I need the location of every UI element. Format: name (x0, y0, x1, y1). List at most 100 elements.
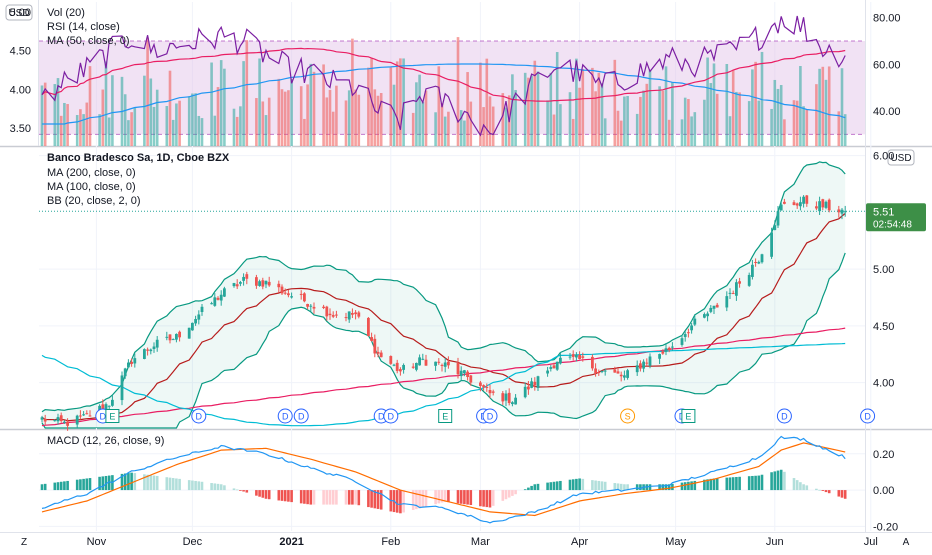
macd-hist-bar (40, 484, 44, 491)
candle-body (261, 280, 265, 287)
candle-body (146, 349, 149, 351)
event-marker[interactable]: D (293, 408, 309, 424)
candle-body (197, 314, 201, 320)
legend-bb[interactable]: BB (20, close, 2, 0) (47, 195, 141, 207)
candle-body (501, 393, 505, 402)
macd-hist-bar (79, 479, 82, 491)
candle-body (280, 286, 284, 294)
volume-bar (200, 118, 204, 146)
candle-body (779, 204, 783, 211)
volume-bar (197, 115, 201, 146)
volume-bar (242, 61, 245, 146)
volume-bar (40, 85, 44, 146)
macd-hist-bar (344, 490, 348, 505)
event-marker[interactable]: D (383, 408, 399, 424)
volume-bar (687, 99, 690, 146)
event-marker[interactable]: E (681, 409, 696, 423)
ma-100-line (41, 327, 846, 427)
volume-bar (351, 38, 354, 146)
event-marker[interactable]: E (438, 409, 453, 423)
macd-hist-bar (440, 490, 444, 503)
candle-body (843, 211, 847, 213)
volume-bar (843, 114, 847, 146)
candle-body (680, 338, 684, 345)
candle-body (731, 293, 735, 295)
currency-badge-top[interactable] (5, 4, 33, 21)
candle-body (223, 288, 226, 297)
volume-bar (155, 89, 159, 146)
event-marker[interactable]: D (277, 408, 293, 424)
candle-body (747, 274, 751, 286)
legend-volume[interactable]: Vol (20) (47, 7, 85, 19)
event-marker[interactable]: D (860, 408, 876, 424)
candle-body (469, 375, 473, 383)
legend-rsi-ma[interactable]: MA (50, close, 0) (47, 35, 130, 47)
volume-bar (402, 58, 405, 146)
volume-bar (168, 70, 172, 146)
candle-body (101, 404, 105, 411)
volume-bar (728, 116, 732, 146)
event-marker[interactable]: D (191, 408, 207, 424)
macd-hist-bar (559, 480, 562, 491)
candle-body (533, 381, 537, 386)
volume-bar (216, 87, 220, 146)
zoom-button[interactable]: Z (21, 537, 27, 548)
macd-hist-bar (616, 483, 620, 491)
candle-body (635, 365, 639, 373)
volume-bar (223, 68, 226, 146)
macd-hist-bar (799, 482, 802, 491)
legend-ma-100[interactable]: MA (100, close, 0) (47, 181, 136, 193)
legend-ma-200[interactable]: MA (200, close, 0) (47, 167, 136, 179)
candle-body (200, 306, 204, 313)
event-marker[interactable]: S (620, 408, 636, 424)
currency-badge-main[interactable] (887, 149, 915, 166)
macd-axis-tick: 0.20 (873, 449, 894, 461)
macd-hist-bar (728, 477, 732, 491)
macd-hist-bar (242, 490, 245, 492)
candle-body (143, 349, 146, 359)
volume-bar (773, 79, 777, 146)
volume-bar (594, 91, 597, 146)
volume-bar (239, 106, 242, 146)
candle-body (325, 306, 329, 317)
macd-hist-bar (597, 480, 601, 491)
bollinger-lower-line (41, 252, 846, 429)
volume-bar (258, 58, 261, 146)
last-price-value: 5.51 (873, 206, 894, 218)
event-marker-label: D (781, 412, 788, 422)
time-axis-label: 2021 (279, 536, 303, 548)
auto-scale-button[interactable]: A (903, 537, 910, 548)
candle-body (463, 370, 466, 374)
candle-body (706, 313, 709, 317)
candle-body (82, 414, 85, 416)
volume-bar (75, 115, 79, 146)
candle-body (216, 297, 220, 300)
candle-body (175, 333, 178, 340)
candle-body (603, 370, 607, 372)
legend-symbol[interactable]: Banco Bradesco Sa, 1D, Cboe BZX (47, 152, 230, 164)
legend-rsi[interactable]: RSI (14, close) (47, 21, 120, 33)
event-marker[interactable]: D (776, 408, 792, 424)
legend-macd[interactable]: MACD (12, 26, close, 9) (47, 435, 164, 447)
event-marker[interactable]: D (482, 408, 498, 424)
macd-hist-bar (322, 490, 325, 505)
candle-body (626, 370, 629, 378)
macd-hist-bar (735, 477, 738, 491)
time-axis-label: Nov (87, 536, 107, 548)
volume-bar (149, 78, 153, 146)
candle-body (357, 312, 361, 317)
candle-body (639, 363, 642, 369)
volume-bar (837, 111, 841, 146)
macd-hist-bar (792, 478, 796, 491)
candle-body (840, 209, 844, 214)
volume-bar (827, 66, 831, 146)
macd-hist-bar (309, 490, 313, 505)
volume-axis-tick: 4.50 (10, 46, 31, 58)
event-marker[interactable]: E (105, 409, 120, 423)
macd-hist-bar (667, 484, 671, 491)
candle-body (783, 201, 786, 204)
macd-hist-bar (760, 474, 764, 491)
time-axis-label: May (665, 536, 686, 548)
